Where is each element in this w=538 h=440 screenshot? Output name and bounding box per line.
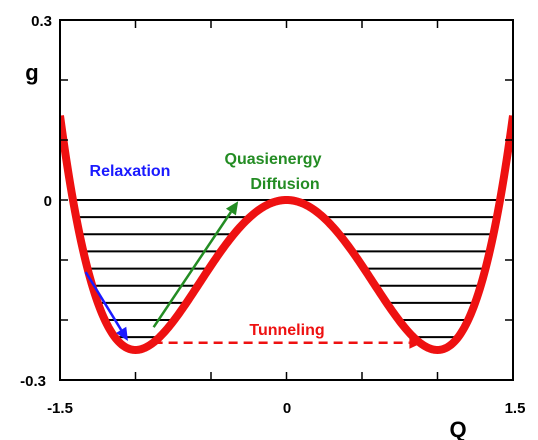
- energy-levels: [72, 199, 501, 339]
- quasienergy-label: Quasienergy: [225, 151, 322, 168]
- relaxation-arrow-shaft: [84, 271, 123, 331]
- x-tick-label-middle: 0: [283, 400, 291, 417]
- tunneling-arrow-head: [409, 336, 423, 349]
- relaxation-arrow: [84, 271, 128, 341]
- y-tick-label-top: 0.3: [31, 13, 52, 30]
- relaxation-arrow-head: [116, 326, 128, 341]
- tunneling-label: Tunneling: [249, 322, 324, 339]
- relaxation-label: Relaxation: [90, 163, 171, 180]
- quasienergy-diffusion-arrow-shaft: [152, 211, 232, 328]
- diffusion-label: Diffusion: [250, 176, 319, 193]
- y-tick-label-bottom: -0.3: [20, 373, 46, 390]
- axis-ticks: [59, 19, 514, 381]
- x-tick-label-left: -1.5: [47, 400, 73, 417]
- process-arrows: [84, 201, 423, 349]
- quasienergy-diffusion-arrow: [152, 201, 239, 328]
- potential-curve: [60, 115, 513, 354]
- y-axis-title: g: [25, 60, 38, 85]
- x-tick-label-right: 1.5: [505, 400, 526, 417]
- x-axis-title: Q: [449, 417, 466, 440]
- y-tick-label-middle: 0: [44, 193, 52, 210]
- tunneling-arrow: [153, 336, 423, 349]
- quasienergy-diffusion-arrow-head: [225, 201, 239, 216]
